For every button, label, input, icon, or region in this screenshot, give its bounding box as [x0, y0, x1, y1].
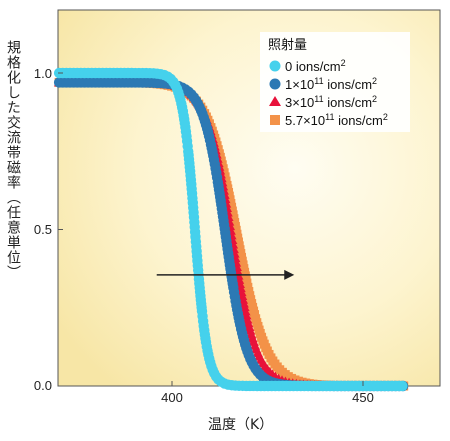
- legend-box: [260, 32, 410, 132]
- y-tick-label: 1.0: [34, 66, 52, 81]
- legend-label-1: 1×1011 ions/cm2: [285, 76, 377, 92]
- legend-label-3: 5.7×1011 ions/cm2: [285, 112, 388, 128]
- legend: 照射量 0 ions/cm2 1×1011 ions/cm2 3×1011 io…: [260, 32, 410, 132]
- x-axis-label: 温度（K）: [208, 417, 274, 433]
- y-axis-label: 規格化した交流帯磁率（任意単位）: [2, 40, 24, 290]
- y-tick-label: 0.0: [34, 378, 52, 393]
- legend-marker-1: [269, 78, 281, 90]
- legend-label-0: 0 ions/cm2: [285, 58, 346, 74]
- legend-title: 照射量: [268, 37, 307, 53]
- legend-label-2: 3×1011 ions/cm2: [285, 94, 377, 110]
- axis-ticks: 1.0 0.5 0.0 400 450: [34, 66, 374, 405]
- x-tick-label: 450: [352, 390, 374, 405]
- x-tick-label: 400: [161, 390, 183, 405]
- legend-marker-3: [270, 115, 280, 125]
- y-axis-label-text: 規格化した交流帯磁率（任意単位）: [5, 40, 21, 280]
- y-tick-label: 0.5: [34, 222, 52, 237]
- legend-marker-2: [269, 96, 281, 106]
- arrow-head: [284, 269, 295, 280]
- legend-marker-0: [269, 60, 281, 72]
- data-point: [397, 380, 408, 392]
